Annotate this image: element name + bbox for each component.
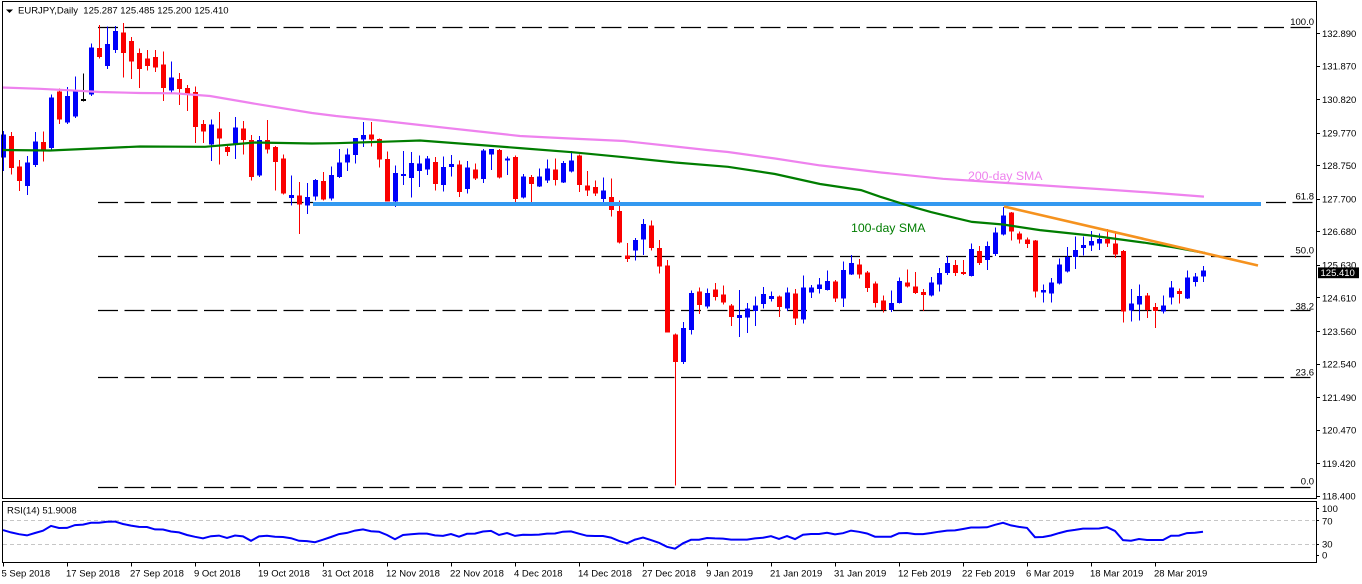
- svg-text:126.680: 126.680: [1322, 227, 1356, 238]
- svg-text:22 Feb 2019: 22 Feb 2019: [962, 569, 1015, 580]
- svg-text:14 Dec 2018: 14 Dec 2018: [578, 569, 632, 580]
- svg-text:122.540: 122.540: [1322, 359, 1356, 370]
- svg-text:12 Nov 2018: 12 Nov 2018: [386, 569, 440, 580]
- svg-text:31 Jan 2019: 31 Jan 2019: [834, 569, 886, 580]
- svg-text:131.870: 131.870: [1322, 62, 1356, 73]
- svg-text:130.820: 130.820: [1322, 95, 1356, 106]
- svg-text:19 Oct 2018: 19 Oct 2018: [258, 569, 310, 580]
- svg-text:17 Sep 2018: 17 Sep 2018: [66, 569, 120, 580]
- svg-text:119.420: 119.420: [1322, 459, 1356, 470]
- svg-text:22 Nov 2018: 22 Nov 2018: [450, 569, 504, 580]
- svg-text:100.0: 100.0: [1290, 17, 1314, 28]
- svg-text:0.0: 0.0: [1301, 477, 1314, 488]
- svg-text:100: 100: [1322, 504, 1338, 515]
- svg-text:125.630: 125.630: [1322, 261, 1356, 272]
- svg-text:125.410: 125.410: [1321, 268, 1355, 279]
- svg-text:61.8: 61.8: [1296, 192, 1315, 203]
- svg-text:RSI(14) 51.9008: RSI(14) 51.9008: [7, 505, 77, 516]
- svg-text:28 Mar 2019: 28 Mar 2019: [1154, 569, 1207, 580]
- svg-text:118.400: 118.400: [1322, 492, 1356, 503]
- svg-text:6 Mar 2019: 6 Mar 2019: [1026, 569, 1074, 580]
- svg-text:4 Dec 2018: 4 Dec 2018: [514, 569, 563, 580]
- svg-text:127.700: 127.700: [1322, 195, 1356, 206]
- svg-text:70: 70: [1322, 516, 1333, 527]
- svg-text:EURJPY,Daily 125.287 125.485: EURJPY,Daily 125.287 125.485 125.200 125…: [18, 6, 229, 17]
- svg-text:123.560: 123.560: [1322, 327, 1356, 338]
- svg-text:200-day SMA: 200-day SMA: [968, 169, 1043, 183]
- svg-text:27 Dec 2018: 27 Dec 2018: [642, 569, 696, 580]
- svg-text:9 Oct 2018: 9 Oct 2018: [194, 569, 240, 580]
- svg-text:120.470: 120.470: [1322, 426, 1356, 437]
- svg-text:129.770: 129.770: [1322, 129, 1356, 140]
- svg-text:0: 0: [1322, 551, 1327, 562]
- svg-text:121.490: 121.490: [1322, 393, 1356, 404]
- svg-text:9 Jan 2019: 9 Jan 2019: [706, 569, 753, 580]
- svg-text:124.610: 124.610: [1322, 293, 1356, 304]
- svg-text:12 Feb 2019: 12 Feb 2019: [898, 569, 951, 580]
- svg-text:30: 30: [1322, 540, 1333, 551]
- svg-text:21 Jan 2019: 21 Jan 2019: [770, 569, 822, 580]
- svg-text:23.6: 23.6: [1296, 368, 1315, 379]
- svg-text:132.890: 132.890: [1322, 29, 1356, 40]
- svg-text:31 Oct 2018: 31 Oct 2018: [322, 569, 374, 580]
- svg-text:18 Mar 2019: 18 Mar 2019: [1090, 569, 1143, 580]
- svg-text:5 Sep 2018: 5 Sep 2018: [2, 569, 51, 580]
- svg-text:38.2: 38.2: [1296, 302, 1315, 313]
- svg-text:27 Sep 2018: 27 Sep 2018: [130, 569, 184, 580]
- svg-text:128.750: 128.750: [1322, 161, 1356, 172]
- svg-text:50.0: 50.0: [1296, 246, 1315, 257]
- svg-text:100-day SMA: 100-day SMA: [851, 221, 926, 235]
